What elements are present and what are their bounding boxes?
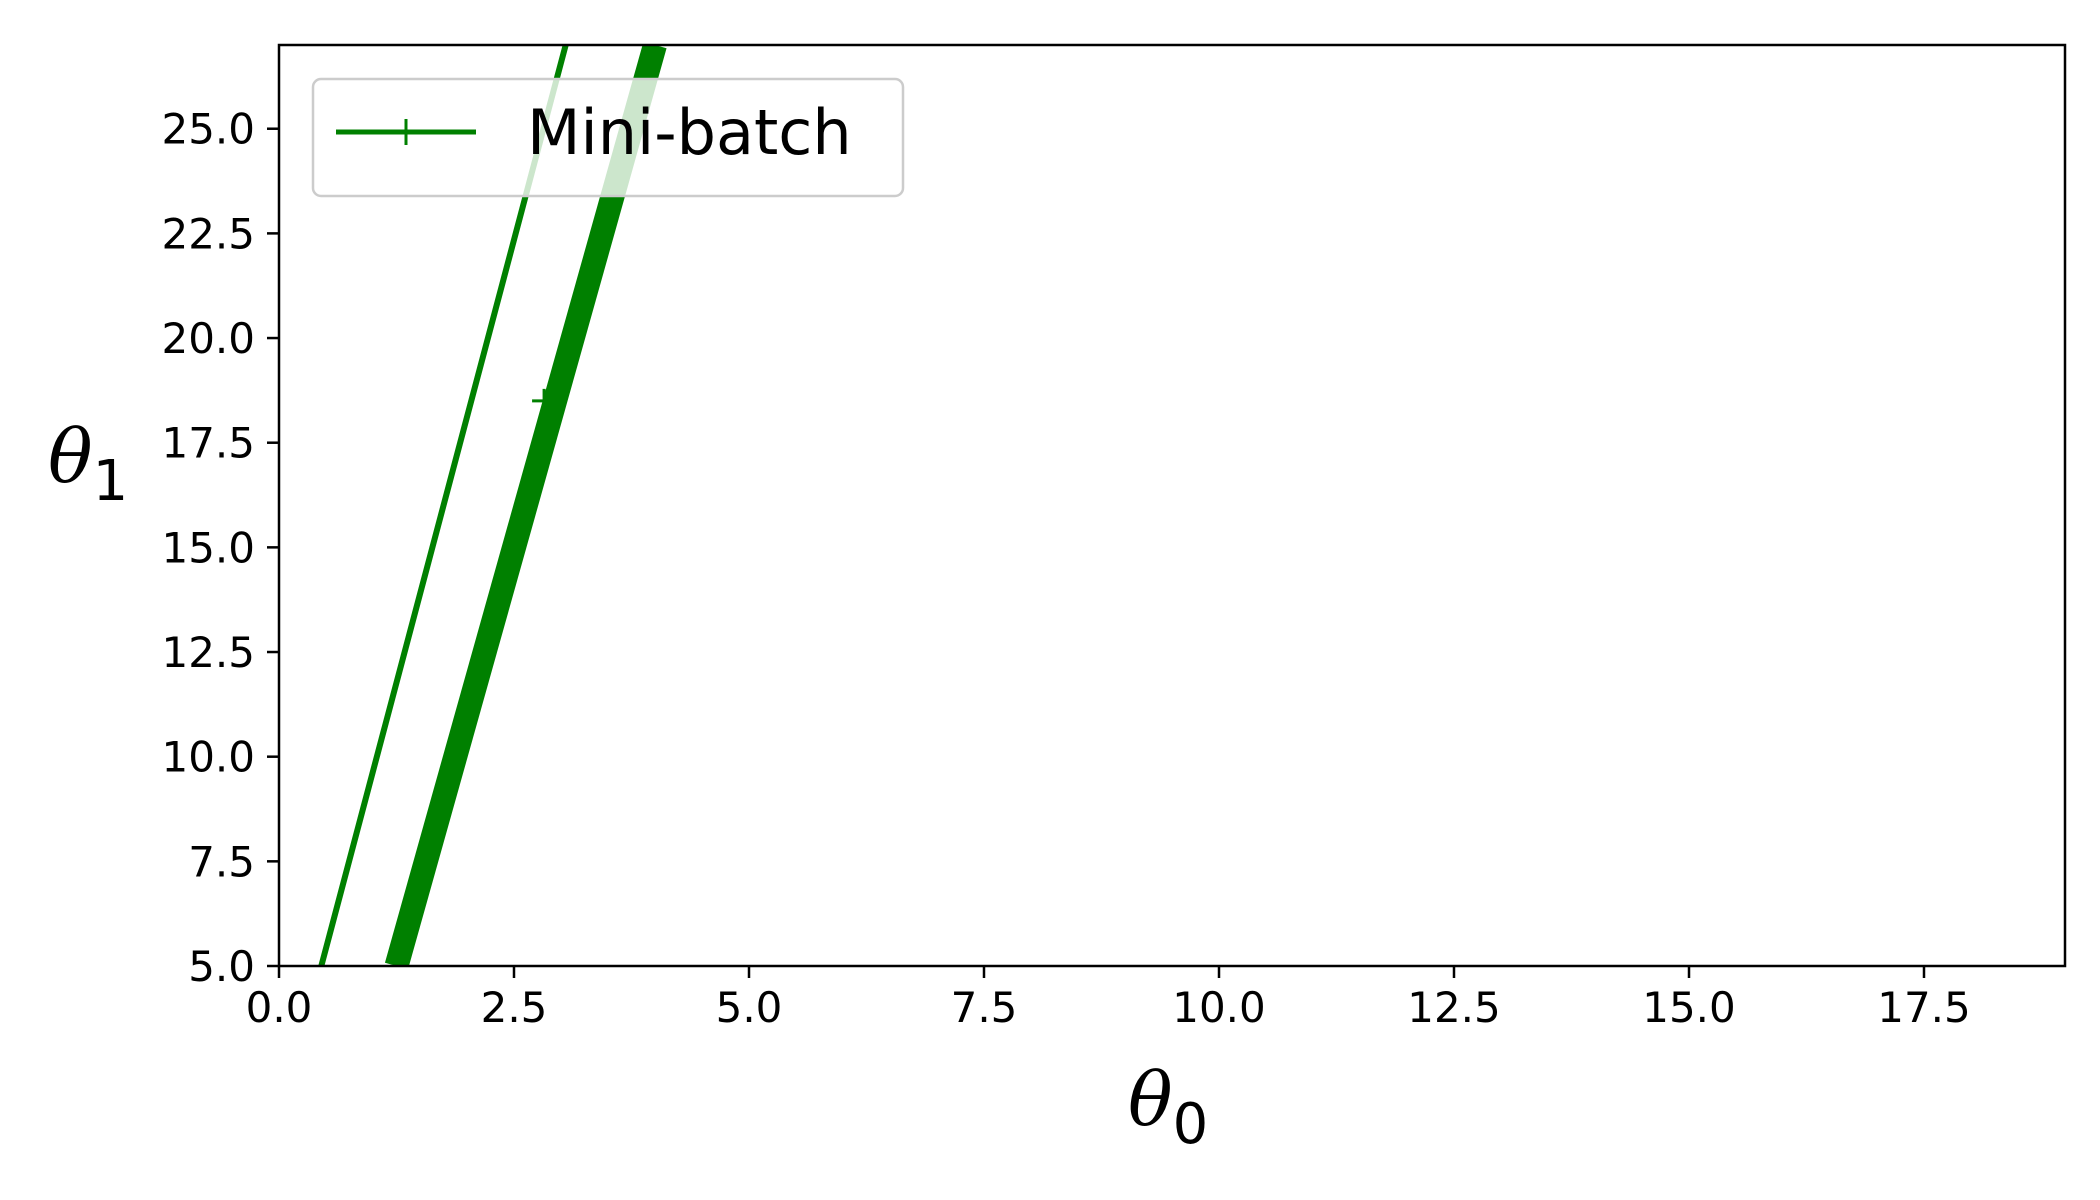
y-tick-label: 12.5 [161, 628, 255, 677]
x-tick-label: 17.5 [1877, 983, 1971, 1032]
series-line-thin [318, 45, 569, 966]
y-tick-label: 5.0 [188, 942, 255, 991]
legend: Mini-batch [311, 77, 905, 198]
x-tick-label: 7.5 [951, 983, 1018, 1032]
x-tick-label: 5.0 [716, 983, 783, 1032]
legend-marker-plus [393, 119, 419, 145]
y-tick-label: 10.0 [161, 733, 255, 782]
legend-box [311, 77, 905, 198]
x-tick-label: 12.5 [1407, 983, 1501, 1032]
legend-label-mini-batch: Mini-batch [527, 96, 852, 169]
y-tick-label: 20.0 [161, 314, 255, 363]
plot-frame [277, 43, 2067, 968]
y-tick-label: 22.5 [161, 209, 255, 258]
x-tick-label: 0.0 [246, 983, 313, 1032]
series-layer [318, 45, 667, 966]
data-point-marker [532, 388, 557, 413]
y-axis: 5.0 7.5 10.0 12.5 15.0 17.5 20.0 22.5 25.0 [161, 105, 279, 991]
y-tick-label: 25.0 [161, 105, 255, 154]
x-axis: 0.0 2.5 5.0 7.5 10.0 12.5 15.0 17.5 [246, 966, 1971, 1032]
y-tick-label: 7.5 [188, 837, 255, 886]
x-tick-label: 2.5 [481, 983, 548, 1032]
plot-area [279, 45, 2065, 966]
series-line-thick [384, 45, 667, 966]
y-tick-label: 17.5 [161, 419, 255, 468]
x-tick-label: 15.0 [1642, 983, 1736, 1032]
x-axis-label: θ0 [1128, 1057, 1208, 1157]
y-axis-label: θ1 [48, 414, 128, 514]
x-tick-label: 10.0 [1172, 983, 1266, 1032]
y-tick-label: 15.0 [161, 523, 255, 572]
